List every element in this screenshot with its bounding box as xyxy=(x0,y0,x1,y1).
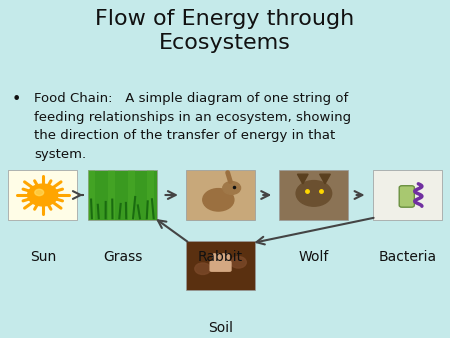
FancyBboxPatch shape xyxy=(148,170,154,220)
Circle shape xyxy=(27,184,58,206)
Circle shape xyxy=(203,189,234,211)
FancyBboxPatch shape xyxy=(186,241,255,290)
Circle shape xyxy=(223,182,241,194)
FancyBboxPatch shape xyxy=(186,170,255,220)
Text: Food Chain:   A simple diagram of one string of
feeding relationships in an ecos: Food Chain: A simple diagram of one stri… xyxy=(34,93,351,161)
Text: Wolf: Wolf xyxy=(299,250,329,264)
FancyBboxPatch shape xyxy=(88,170,95,220)
FancyBboxPatch shape xyxy=(279,170,348,220)
FancyBboxPatch shape xyxy=(88,170,157,220)
Text: Bacteria: Bacteria xyxy=(378,250,436,264)
Circle shape xyxy=(230,257,246,268)
Polygon shape xyxy=(320,174,330,184)
Circle shape xyxy=(296,180,332,206)
FancyBboxPatch shape xyxy=(373,170,441,220)
Text: Soil: Soil xyxy=(208,321,233,335)
FancyBboxPatch shape xyxy=(108,170,115,220)
FancyBboxPatch shape xyxy=(399,186,414,207)
FancyBboxPatch shape xyxy=(128,170,135,220)
Text: Rabbit: Rabbit xyxy=(198,250,243,264)
FancyBboxPatch shape xyxy=(9,170,77,220)
Text: Grass: Grass xyxy=(103,250,143,264)
Text: •: • xyxy=(12,93,21,107)
Text: Flow of Energy through
Ecosystems: Flow of Energy through Ecosystems xyxy=(95,9,355,53)
Polygon shape xyxy=(297,174,308,184)
Circle shape xyxy=(195,263,211,274)
Circle shape xyxy=(35,189,44,196)
FancyBboxPatch shape xyxy=(209,261,232,272)
Text: Sun: Sun xyxy=(30,250,56,264)
Circle shape xyxy=(212,260,229,271)
